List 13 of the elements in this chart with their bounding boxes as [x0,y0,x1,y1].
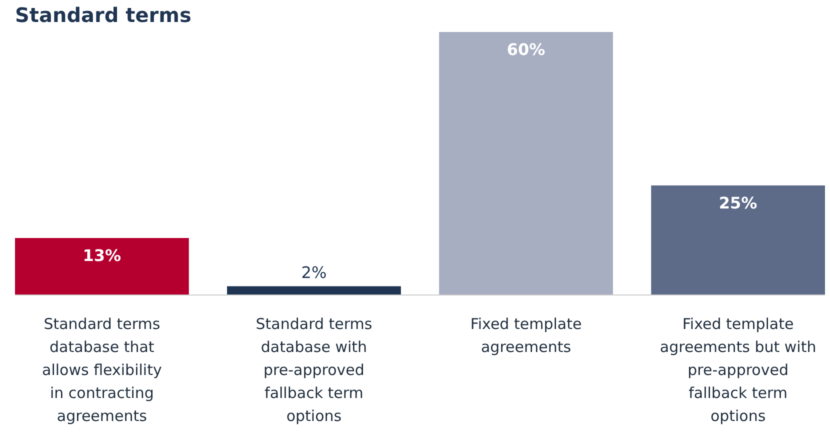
bar [15,238,189,295]
bar [439,32,613,295]
x-tick-label: Fixed template agreements [470,315,582,356]
bar [651,185,825,295]
x-tick-label: Standard terms database with pre-approved fallback term options [256,315,372,425]
x-tick-label: Standard terms database that allows flexibility in contracting agreements [42,315,162,425]
chart-title: Standard terms [15,3,192,27]
x-tick-label: Fixed template agreements but with pre-approved fallback term options [660,315,816,425]
data-label: 2% [301,263,327,282]
data-label: 25% [718,193,758,212]
data-label: 13% [82,246,122,266]
bar [227,286,401,295]
data-label: 60% [506,40,546,59]
